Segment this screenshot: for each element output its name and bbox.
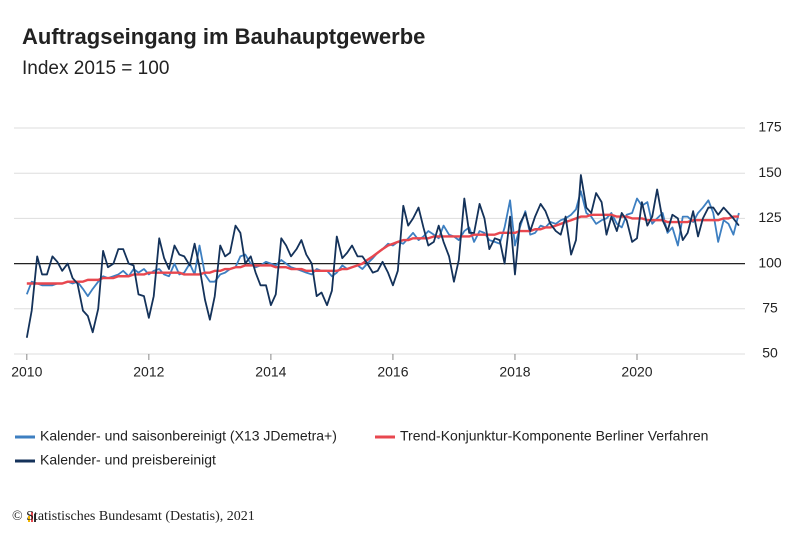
y-tick-label: 75 <box>762 300 778 316</box>
series-line <box>26 213 739 285</box>
source: © Statistisches Bundesamt (Destatis), 20… <box>12 509 255 524</box>
x-tick-label: 2012 <box>133 364 164 380</box>
y-tick-label: 175 <box>758 119 782 135</box>
chart-title: Auftragseingang im Bauhauptgewerbe <box>22 24 425 49</box>
x-tick-label: 2014 <box>255 364 286 380</box>
y-tick-label: 50 <box>762 345 778 361</box>
legend-label: Trend-Konjunktur-Komponente Berliner Ver… <box>400 428 708 444</box>
source-icon <box>28 512 36 522</box>
series-line <box>25 174 740 338</box>
legend-label: Kalender- und saisonbereinigt (X13 JDeme… <box>40 428 337 444</box>
y-tick-label: 100 <box>758 254 782 270</box>
x-tick-label: 2020 <box>621 364 652 380</box>
y-tick-label: 125 <box>758 209 782 225</box>
x-tick-label: 2016 <box>377 364 408 380</box>
x-tick-label: 2010 <box>11 364 42 380</box>
legend-label: Kalender- und preisbereinigt <box>40 452 216 468</box>
series-line <box>25 190 740 298</box>
y-tick-label: 150 <box>758 164 782 180</box>
x-tick-label: 2018 <box>499 364 530 380</box>
chart-subtitle: Index 2015 = 100 <box>22 58 169 79</box>
